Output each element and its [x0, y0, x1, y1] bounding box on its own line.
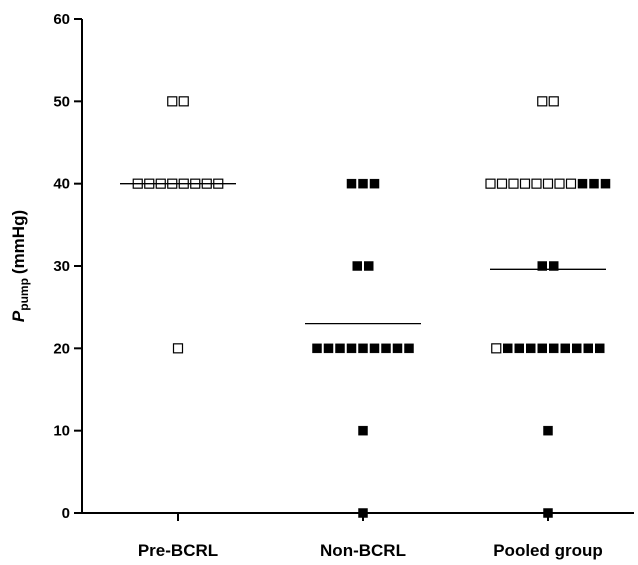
filled-square-point	[381, 343, 391, 354]
filled-square-point	[392, 343, 403, 354]
y-axis-label-subscript: pump	[17, 278, 31, 311]
filled-square-point	[346, 178, 357, 189]
filled-square-point	[335, 343, 345, 354]
y-ticks: 0 10 20 30 40 50 60	[53, 11, 82, 522]
y-tick-label: 50	[53, 93, 70, 110]
y-axis-label: Ppump (mmHg)	[9, 210, 31, 322]
x-category-label: Pooled group	[493, 541, 603, 560]
open-square-point	[496, 178, 508, 189]
filled-square-point	[577, 178, 588, 189]
y-tick-label: 0	[62, 505, 70, 522]
filled-square-point	[369, 178, 380, 189]
filled-square-point	[589, 178, 599, 189]
filled-square-point	[358, 178, 368, 189]
filled-square-point	[572, 343, 582, 354]
open-square-point	[167, 96, 178, 107]
open-square-point	[554, 178, 565, 189]
filled-square-point	[503, 343, 513, 354]
y-tick-label: 40	[53, 176, 70, 193]
filled-square-point	[537, 261, 547, 271]
open-square-point	[491, 343, 502, 354]
open-square-point	[565, 178, 577, 189]
open-square-point	[172, 343, 184, 354]
filled-square-point	[404, 343, 414, 354]
filled-square-point	[595, 343, 605, 354]
open-square-point	[508, 178, 519, 189]
filled-square-point	[364, 261, 374, 271]
y-axis-label-main: P	[9, 310, 28, 322]
filled-square-point	[537, 343, 547, 354]
filled-square-point	[358, 508, 368, 518]
open-square-point	[542, 178, 554, 189]
filled-square-point	[583, 343, 593, 354]
filled-square-point	[600, 178, 611, 189]
filled-square-point	[526, 343, 536, 354]
open-square-point	[548, 96, 559, 107]
filled-square-point	[323, 343, 334, 354]
y-tick-label: 20	[53, 340, 70, 357]
open-square-point	[531, 178, 542, 189]
filled-square-point	[352, 261, 362, 271]
x-categories: Pre-BCRL Non-BCRL Pooled group	[138, 513, 603, 560]
open-square-point	[519, 178, 531, 189]
y-tick-label: 30	[53, 258, 70, 275]
filled-square-point	[543, 508, 553, 518]
filled-square-point	[346, 343, 357, 354]
median-lines	[120, 183, 606, 325]
open-square-point	[485, 178, 496, 189]
filled-square-point	[358, 425, 368, 436]
y-tick-label: 10	[53, 423, 70, 440]
y-axis-label-unit: (mmHg)	[9, 210, 28, 274]
open-square-point	[537, 96, 548, 107]
x-category-label: Non-BCRL	[320, 541, 406, 560]
filled-square-point	[369, 343, 380, 354]
open-square-point	[178, 96, 189, 107]
filled-square-point	[549, 343, 559, 354]
y-tick-label: 60	[53, 11, 70, 28]
filled-square-point	[543, 425, 553, 436]
data-points	[132, 96, 611, 518]
filled-square-point	[358, 343, 368, 354]
filled-square-point	[312, 343, 322, 354]
filled-square-point	[560, 343, 570, 354]
filled-square-point	[549, 261, 559, 271]
x-category-label: Pre-BCRL	[138, 541, 218, 560]
filled-square-point	[514, 343, 524, 354]
